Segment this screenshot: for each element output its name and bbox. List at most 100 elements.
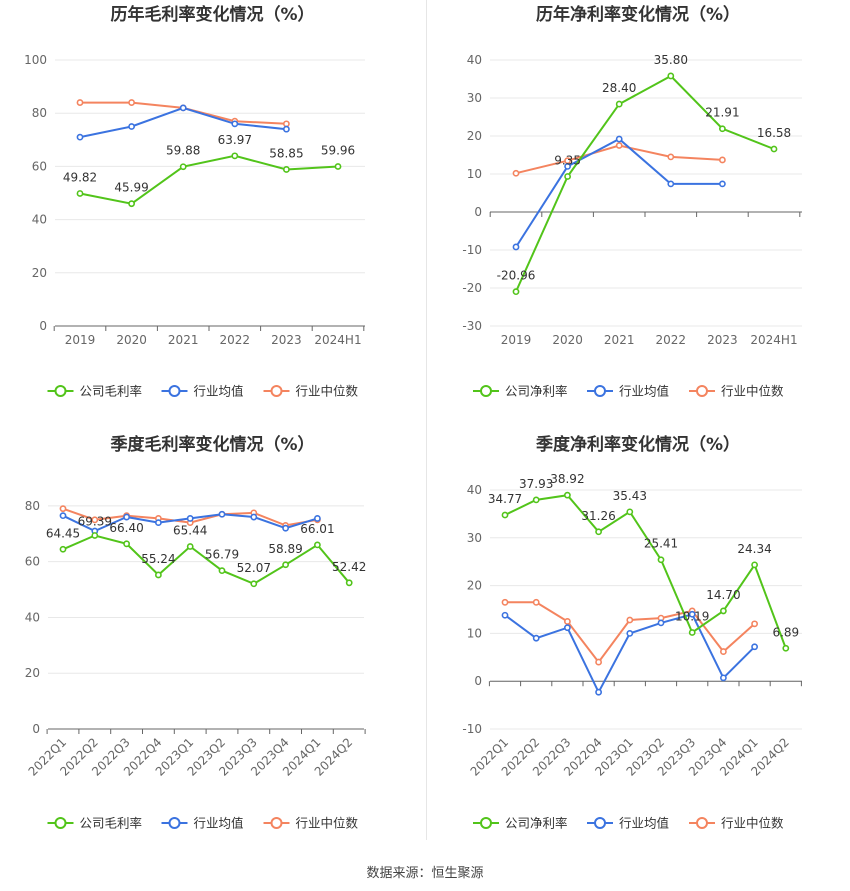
y-tick-label: 60 [25, 555, 40, 569]
x-tick-label: 2022 [656, 333, 687, 347]
data-label: 65.44 [173, 523, 207, 537]
legend-label: 行业中位数 [721, 384, 784, 399]
data-point [667, 72, 675, 80]
legend-marker-icon [270, 817, 283, 829]
series-line-company [504, 494, 787, 649]
x-tick-label: 2024H1 [314, 333, 361, 347]
data-point [563, 618, 571, 625]
legend-label: 行业中位数 [721, 816, 784, 831]
data-point [615, 142, 623, 149]
data-label: 58.85 [269, 146, 303, 160]
data-label: 63.97 [218, 133, 252, 147]
data-point [154, 519, 162, 527]
data-point [751, 561, 758, 569]
data-point [595, 658, 602, 666]
x-tick-label: 2019 [501, 333, 532, 347]
data-point [719, 648, 727, 655]
data-point [76, 133, 84, 141]
legend-marker-icon [594, 817, 606, 829]
legend-item: 行业均值 [161, 816, 244, 831]
y-tick-label: 80 [32, 106, 47, 120]
legend-item: 公司净利率 [473, 816, 568, 831]
series-line-industry-avg [504, 613, 756, 695]
vertical-divider-lower [426, 432, 427, 840]
quarterly-net-margin-chart: 季度净利率变化情况（%）-100102030402022Q12022Q22022… [462, 434, 802, 831]
data-point [626, 629, 634, 637]
data-point [719, 607, 727, 615]
x-tick-label: 2021 [604, 333, 635, 347]
data-point [532, 634, 540, 642]
y-tick-label: 10 [467, 167, 482, 181]
data-label: 10.19 [675, 609, 709, 623]
chart-title: 季度毛利率变化情况（%） [110, 434, 314, 455]
y-tick-label: 20 [467, 129, 482, 143]
legend-label: 行业均值 [194, 384, 244, 399]
data-point [501, 511, 509, 519]
x-tick-label: 2020 [116, 333, 147, 347]
data-label: 34.77 [488, 492, 522, 506]
annual-gross-margin-chart: 历年毛利率变化情况（%） 0 20 40 60 80 100 2019 2020 2021 2022… [24, 4, 365, 399]
data-point [231, 152, 239, 160]
data-point [770, 145, 778, 153]
legend-label: 行业中位数 [296, 816, 359, 831]
y-tick-label: 40 [25, 610, 40, 624]
data-label: 37.93 [519, 477, 553, 491]
annual-net-margin-chart: 历年净利率变化情况（%） -30 -20 -10 0 10 20 30 40 2019 2020 20… [462, 4, 802, 399]
data-point [782, 644, 790, 652]
vertical-divider [426, 0, 427, 840]
data-label: 25.41 [644, 537, 678, 551]
y-tick-label: 0 [474, 674, 482, 688]
data-label: 9.35 [554, 153, 581, 167]
series-line-company [62, 534, 350, 585]
data-point [657, 556, 665, 564]
legend-item: 行业均值 [587, 384, 669, 399]
y-tick-label: -10 [462, 243, 482, 257]
legend-marker-icon [270, 385, 283, 397]
data-point [751, 643, 758, 651]
y-tick-label: 40 [32, 213, 47, 227]
legend-marker-icon [480, 817, 492, 829]
legend-marker-icon [168, 385, 181, 397]
data-point [719, 674, 727, 682]
data-label: 31.26 [581, 509, 615, 523]
series-line-industry-avg [515, 137, 723, 248]
data-label: 35.80 [654, 53, 688, 67]
data-point [128, 200, 135, 208]
series-line-company [515, 74, 775, 293]
data-point [179, 163, 187, 171]
legend-marker-icon [696, 385, 708, 397]
data-point [512, 169, 520, 177]
data-point [563, 491, 571, 499]
data-point [123, 540, 130, 548]
data-label: 58.89 [268, 542, 302, 556]
data-label: 21.91 [705, 106, 739, 120]
legend-item: 行业均值 [161, 384, 244, 399]
data-point [512, 243, 520, 251]
data-label: -20.96 [497, 269, 536, 283]
data-point [250, 580, 258, 588]
data-point [626, 508, 634, 516]
data-point [128, 99, 135, 106]
data-point [657, 619, 665, 627]
data-point [334, 163, 342, 170]
legend-item: 行业中位数 [263, 816, 359, 831]
data-point [186, 543, 194, 550]
y-tick-label: 100 [24, 53, 47, 67]
data-point [76, 190, 84, 197]
data-point [59, 545, 67, 553]
legend-marker-icon [480, 385, 492, 397]
data-label: 6.89 [772, 625, 799, 639]
data-point [512, 288, 520, 296]
legend-marker-icon [54, 817, 67, 829]
data-point [282, 524, 289, 532]
data-label: 16.58 [757, 126, 791, 140]
data-point [128, 123, 135, 130]
data-point [718, 156, 726, 164]
x-tick-label: 2022 [220, 333, 251, 347]
chart-title: 季度净利率变化情况（%） [536, 434, 740, 455]
data-label: 66.40 [109, 521, 143, 535]
x-tick-label: 2023 [271, 333, 302, 347]
legend-marker-icon [696, 817, 708, 829]
legend-item: 行业均值 [587, 816, 669, 831]
